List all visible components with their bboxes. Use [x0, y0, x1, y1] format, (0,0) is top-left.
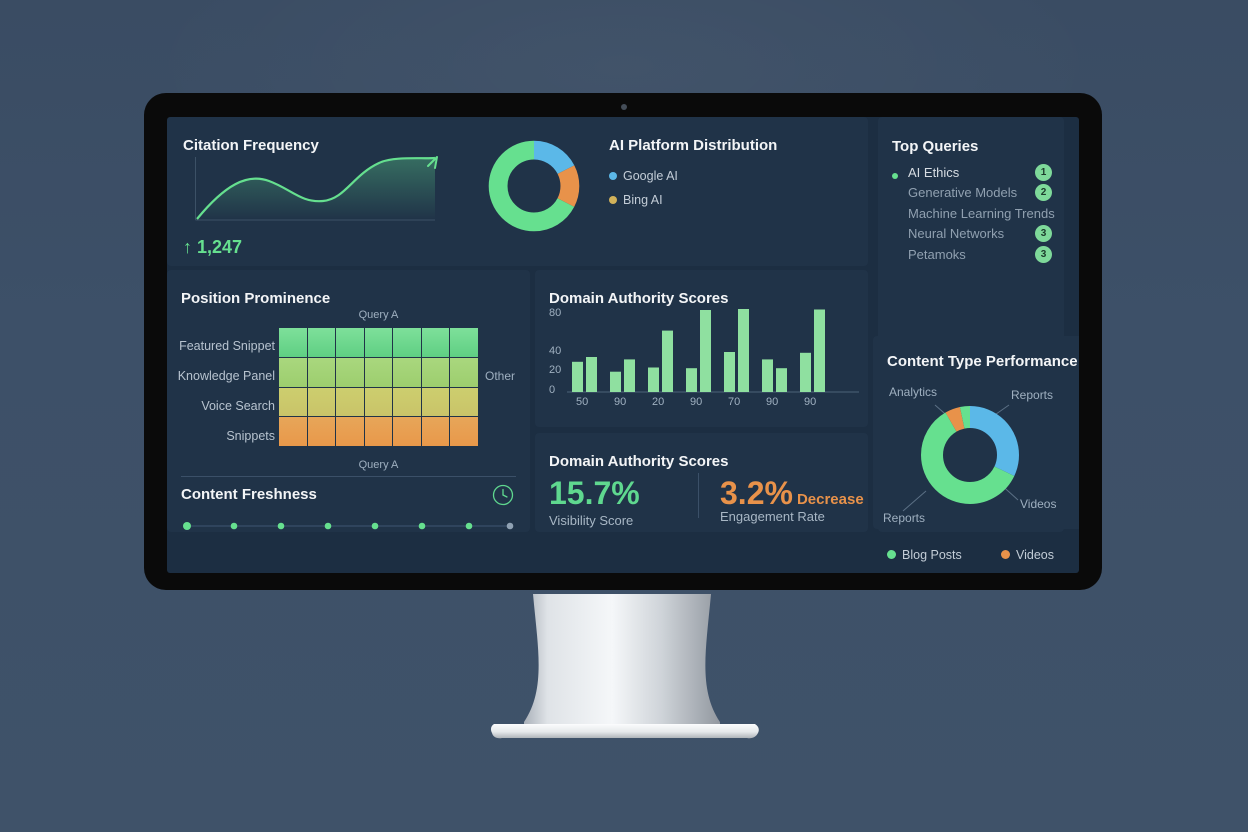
svg-text:20: 20	[549, 364, 561, 376]
svg-text:20: 20	[652, 396, 664, 408]
svg-text:50: 50	[576, 396, 588, 408]
svg-text:Videos: Videos	[1020, 497, 1056, 511]
svg-text:40: 40	[549, 345, 561, 357]
svg-text:Reports: Reports	[883, 511, 925, 525]
svg-text:90: 90	[690, 396, 702, 408]
svg-text:0: 0	[549, 384, 555, 396]
svg-text:90: 90	[766, 396, 778, 408]
svg-text:70: 70	[728, 396, 740, 408]
svg-text:Analytics: Analytics	[889, 385, 937, 399]
svg-text:90: 90	[804, 396, 816, 408]
svg-text:90: 90	[614, 396, 626, 408]
svg-text:Reports: Reports	[1011, 388, 1053, 402]
svg-text:80: 80	[549, 308, 561, 319]
